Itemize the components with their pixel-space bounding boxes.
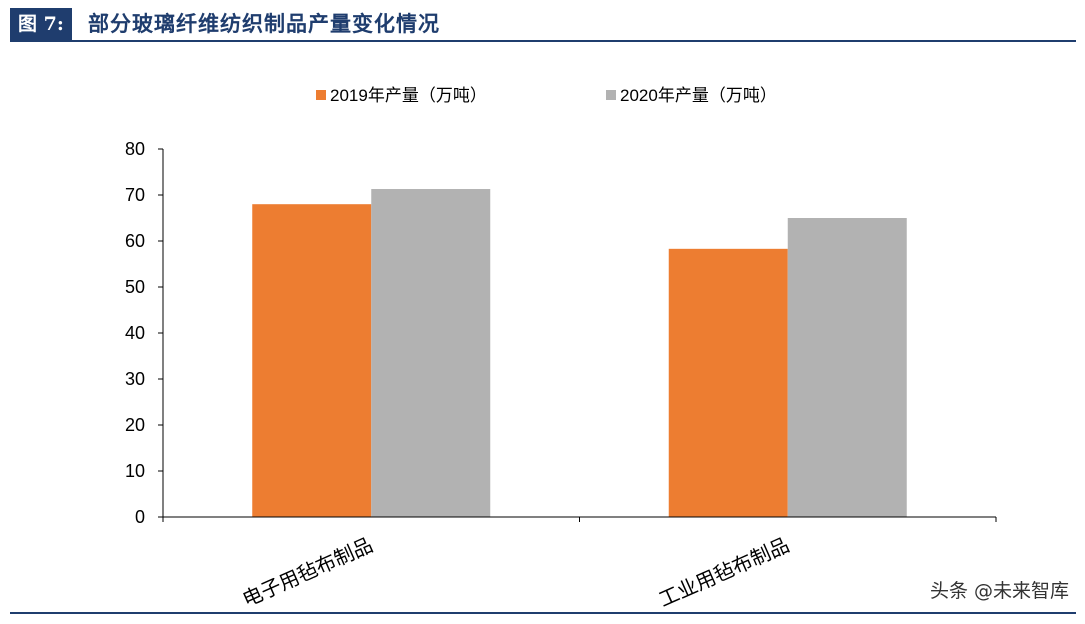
legend-label-2020: 2020年产量（万吨） xyxy=(620,86,777,105)
legend-swatch-2019 xyxy=(316,90,326,100)
watermark: 头条 @未来智库 xyxy=(929,580,1069,602)
y-tick-label: 60 xyxy=(125,231,145,251)
figure-label: 图 7: xyxy=(10,8,72,40)
bar-2019-1 xyxy=(668,248,788,517)
y-tick-label: 70 xyxy=(125,185,145,205)
y-tick-label: 0 xyxy=(135,507,145,527)
legend-swatch-2020 xyxy=(606,90,616,100)
y-tick-label: 80 xyxy=(125,139,145,159)
bar-2020-1 xyxy=(787,218,907,517)
figure-title: 部分玻璃纤维纺织制品产量变化情况 xyxy=(88,11,440,36)
bar-2019-0 xyxy=(252,204,372,517)
header-divider xyxy=(10,40,1076,42)
footer-divider xyxy=(10,612,1076,614)
figure-header: 图 7: 部分玻璃纤维纺织制品产量变化情况 xyxy=(10,8,1076,40)
bar-2020-0 xyxy=(371,189,491,517)
x-category-label: 工业用毡布制品 xyxy=(656,534,793,612)
y-tick-label: 30 xyxy=(125,369,145,389)
y-tick-label: 50 xyxy=(125,277,145,297)
legend-label-2019: 2019年产量（万吨） xyxy=(330,86,487,105)
y-tick-label: 10 xyxy=(125,461,145,481)
y-tick-label: 20 xyxy=(125,415,145,435)
y-tick-label: 40 xyxy=(125,323,145,343)
x-category-label: 电子用毡布制品 xyxy=(239,534,376,612)
